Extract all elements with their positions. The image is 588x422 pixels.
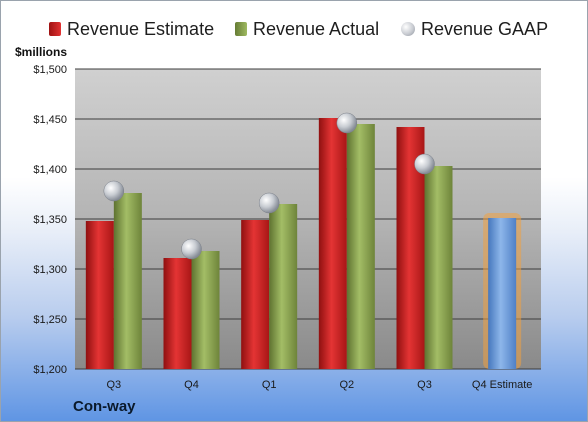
legend-label-estimate: Revenue Estimate (67, 18, 215, 39)
x-tick-label: Q4 Estimate (472, 379, 533, 391)
bar-revenue-estimate (85, 221, 114, 369)
bar-revenue-q4-estimate (488, 218, 517, 369)
gaap-marker (181, 238, 202, 260)
gaap-marker (414, 153, 435, 175)
x-tick-label: Q3 (106, 379, 121, 391)
legend-item-revenue-estimate: Revenue Estimate (49, 17, 214, 41)
x-axis-ticks: Q3 Q4 Q1 Q2 Q3 Q4 Estimate (106, 379, 532, 391)
company-name: Con-way (73, 398, 136, 415)
bar-revenue-actual (424, 166, 453, 369)
gaap-markers (103, 112, 435, 260)
y-tick-label: $1,500 (33, 64, 67, 76)
y-tick-label: $1,400 (33, 164, 67, 176)
legend-item-revenue-actual: Revenue Actual (235, 17, 379, 41)
legend-label-actual: Revenue Actual (253, 18, 380, 39)
y-axis-unit-label: $millions (15, 45, 68, 59)
x-tick-label: Q3 (417, 379, 432, 391)
y-tick-label: $1,250 (33, 314, 67, 326)
bar-revenue-estimate (163, 258, 192, 369)
bar-revenue-estimate (318, 118, 347, 369)
y-axis-ticks: $1,200 $1,250 $1,300 $1,350 $1,400 $1,450 $1,5… (33, 64, 67, 376)
bar-revenue-actual (113, 193, 142, 369)
bars (85, 118, 522, 369)
gaap-marker (258, 192, 280, 214)
gaap-marker (336, 112, 358, 134)
bar-revenue-actual (346, 124, 375, 369)
bar-revenue-actual (191, 251, 220, 369)
y-tick-label: $1,300 (33, 264, 67, 276)
gridlines (75, 68, 541, 370)
legend-swatch-actual (235, 22, 247, 36)
x-tick-label: Q4 (184, 379, 199, 391)
x-tick-label: Q2 (339, 379, 354, 391)
legend-swatch-estimate (49, 22, 61, 36)
legend-item-revenue-gaap: Revenue GAAP (401, 17, 548, 41)
y-tick-label: $1,200 (33, 364, 67, 376)
bar-revenue-actual (269, 204, 298, 369)
bar-revenue-estimate (241, 220, 270, 369)
legend-label-gaap: Revenue GAAP (421, 18, 549, 39)
legend: Revenue Estimate Revenue Actual Revenue … (49, 17, 569, 41)
x-tick-label: Q1 (262, 379, 277, 391)
legend-dot-gaap (401, 22, 415, 36)
gaap-marker (103, 180, 125, 202)
y-tick-label: $1,450 (33, 114, 67, 126)
y-tick-label: $1,350 (33, 214, 67, 226)
